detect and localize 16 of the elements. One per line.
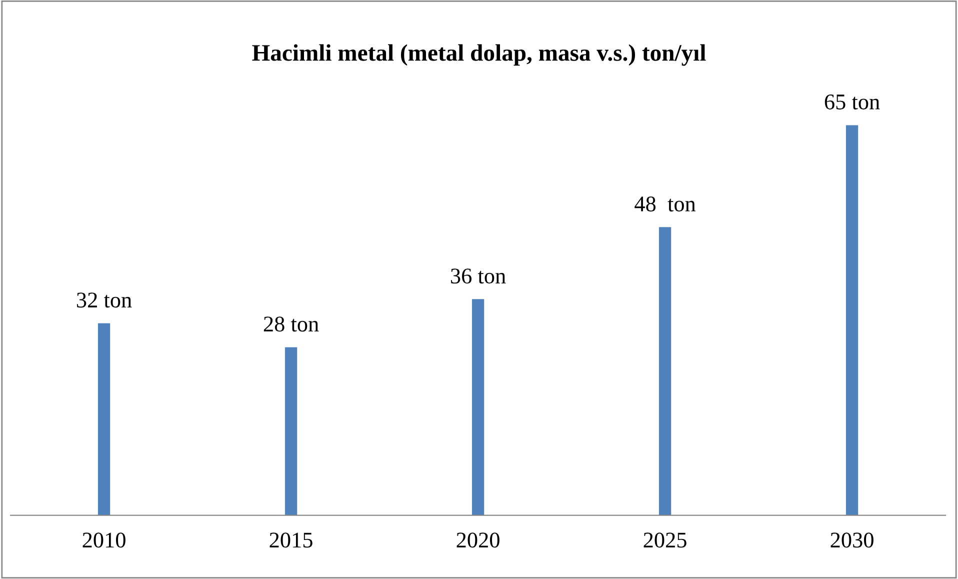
- bar: [658, 227, 672, 516]
- bar: [284, 347, 298, 516]
- x-tick-label: 2025: [644, 532, 686, 548]
- data-label: 65 ton: [824, 94, 880, 110]
- x-tick-label: 2030: [830, 532, 874, 548]
- bar: [472, 299, 484, 516]
- data-label: 36 ton: [451, 268, 506, 284]
- x-tick-label: 2010: [82, 532, 126, 548]
- x-tick-label: 2015: [270, 532, 312, 548]
- bar: [846, 125, 858, 516]
- chart-title: Hacimli metal (metal dolap, masa v.s.) ton/yıl: [252, 44, 706, 66]
- data-label: 32 ton: [77, 292, 132, 308]
- data-label: 48 ton: [634, 196, 696, 212]
- x-tick-label: 2020: [456, 532, 500, 548]
- data-label: 28 ton: [264, 316, 319, 332]
- bar: [98, 323, 110, 516]
